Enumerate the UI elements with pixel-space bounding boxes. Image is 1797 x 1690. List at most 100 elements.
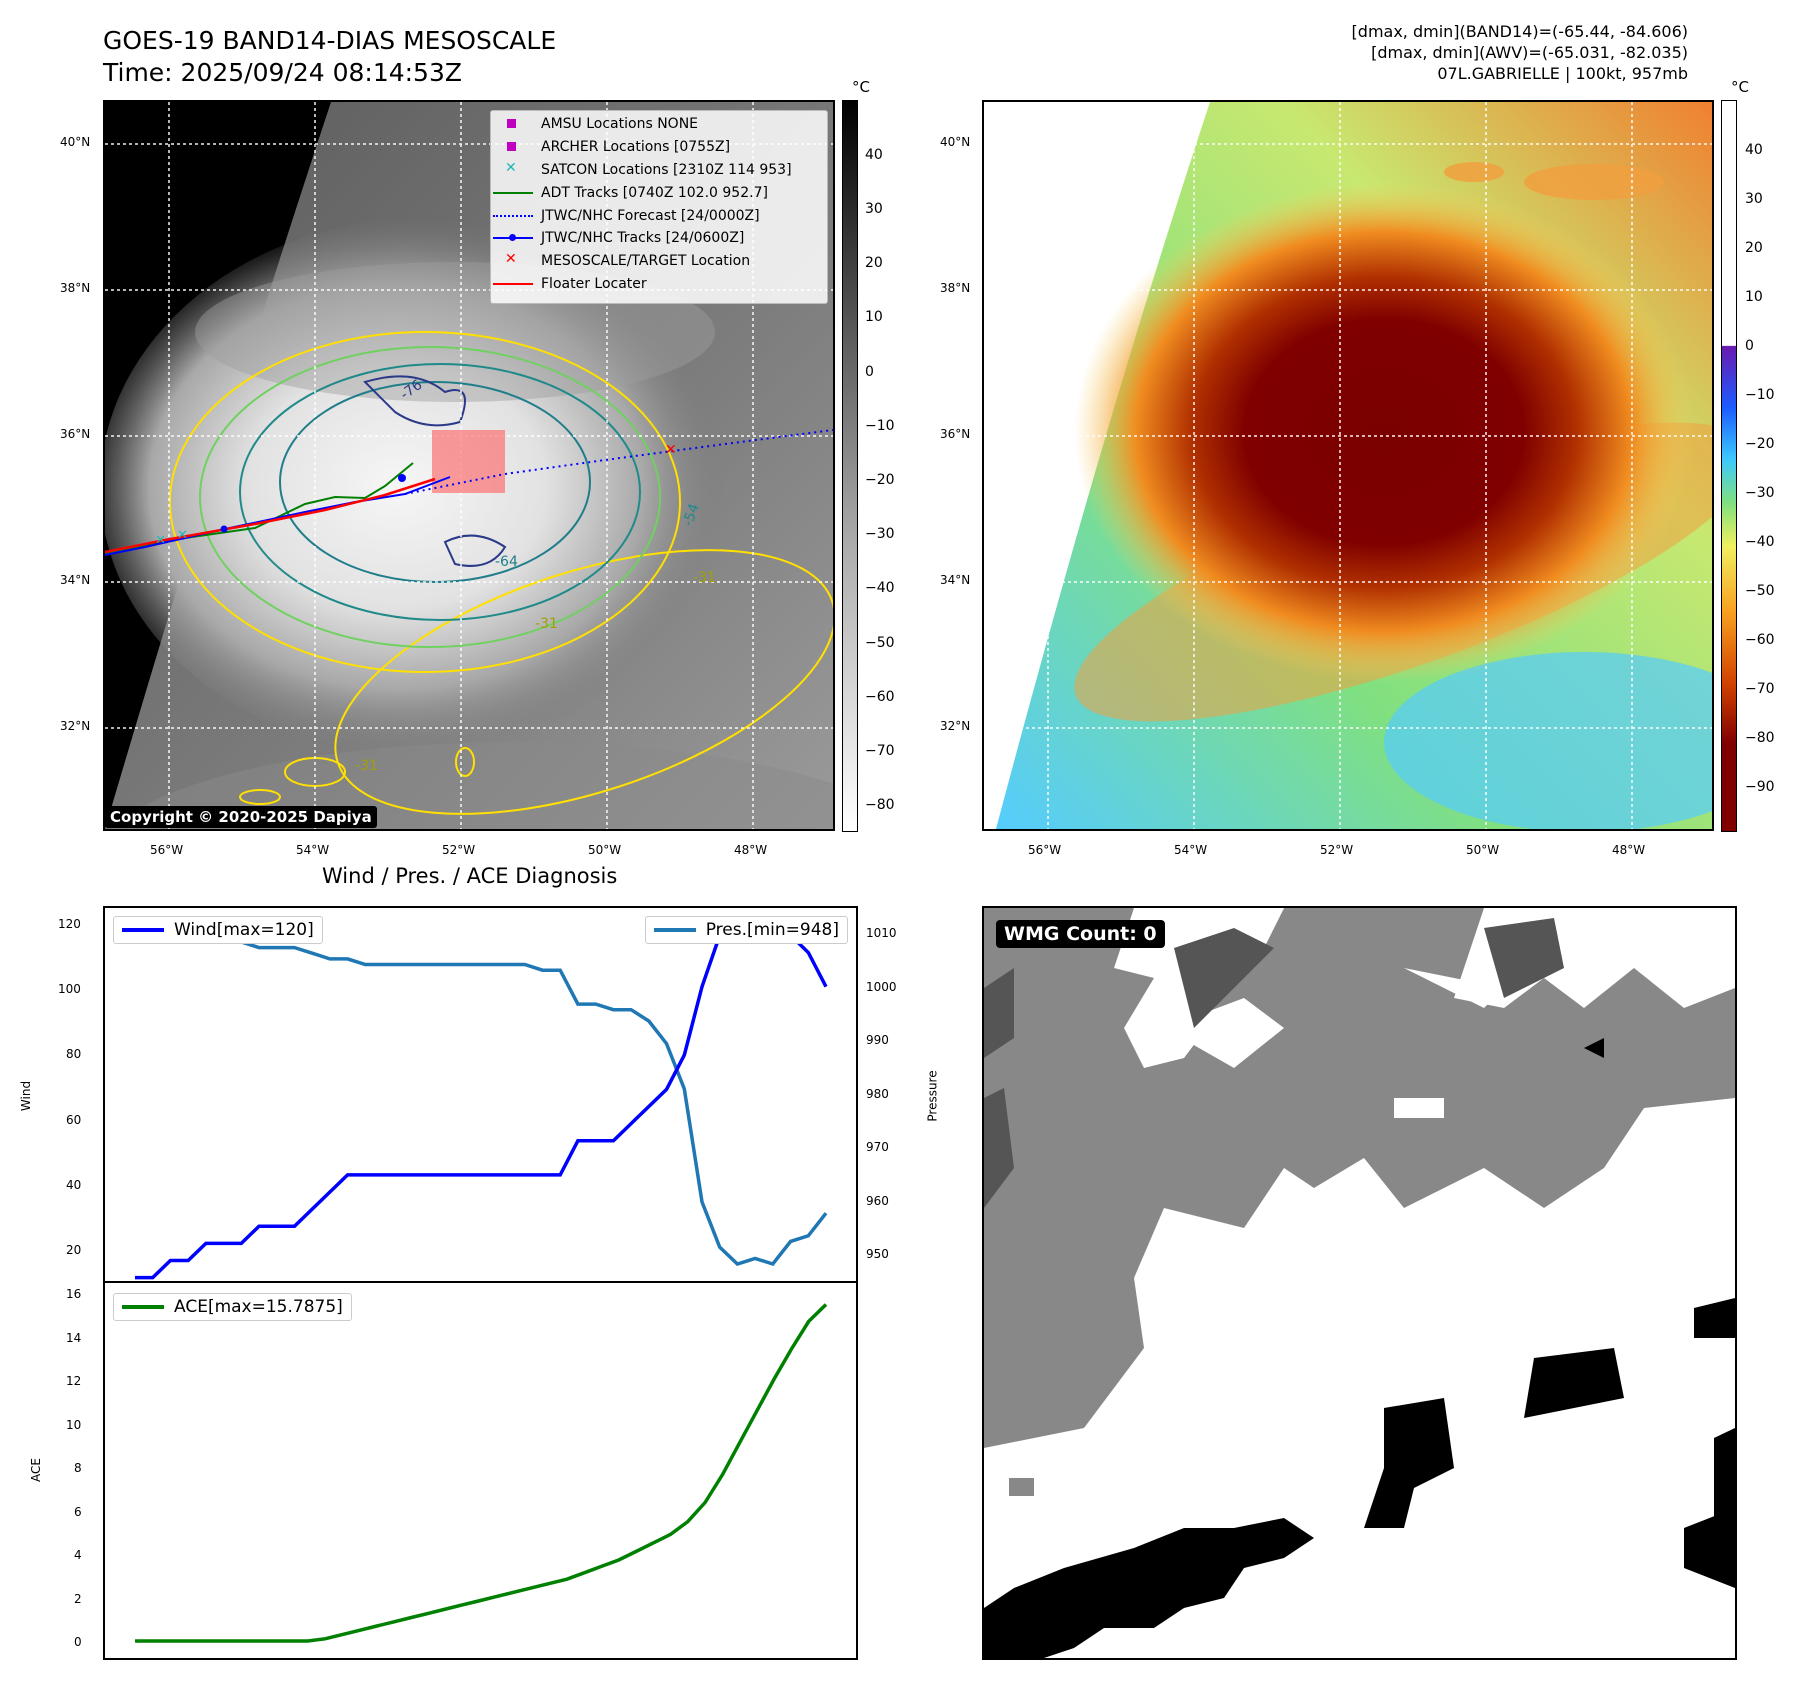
lon-label: 56°W bbox=[1028, 843, 1062, 857]
ace-series-line bbox=[135, 1303, 828, 1643]
gray-tick: −70 bbox=[865, 743, 895, 759]
gray-tick: −60 bbox=[865, 689, 895, 705]
wmg-count-badge: WMG Count: 0 bbox=[996, 920, 1165, 948]
wind-tick: 80 bbox=[66, 1047, 82, 1061]
color-tick: 20 bbox=[1745, 240, 1763, 256]
legend-adt: ADT Tracks [0740Z 102.0 952.7] bbox=[491, 181, 827, 204]
lat-label: 38°N bbox=[940, 281, 971, 295]
legend-archer: ARCHER Locations [0755Z] bbox=[491, 136, 827, 159]
pressure-tick: 970 bbox=[866, 1140, 889, 1154]
legend-floater: Floater Locater bbox=[491, 273, 827, 296]
map-legend: AMSU Locations NONE ARCHER Locations [07… bbox=[490, 110, 828, 304]
color-colorbar bbox=[1721, 100, 1737, 832]
wind-tick: 40 bbox=[66, 1178, 82, 1192]
pressure-series-line bbox=[135, 917, 828, 1267]
color-tick: −60 bbox=[1745, 632, 1775, 648]
gray-colorbar-unit: °C bbox=[852, 78, 870, 96]
ace-tick: 8 bbox=[74, 1461, 82, 1475]
pressure-axis-label: Pressure bbox=[925, 1070, 940, 1122]
lat-label: 36°N bbox=[60, 427, 91, 441]
gray-colorbar bbox=[842, 100, 858, 832]
gray-tick: 30 bbox=[865, 201, 883, 217]
lat-label: 34°N bbox=[60, 573, 91, 587]
ace-svg bbox=[135, 1303, 828, 1643]
lon-label: 52°W bbox=[442, 843, 476, 857]
awv-range: [dmax, dmin](AWV)=(-65.031, -82.035) bbox=[1371, 43, 1688, 62]
jtwc-forecast bbox=[404, 429, 833, 495]
color-tick: −70 bbox=[1745, 681, 1775, 697]
lat-label: 40°N bbox=[60, 135, 91, 149]
wind-tick: 100 bbox=[58, 982, 81, 996]
color-tick: 0 bbox=[1745, 338, 1754, 354]
storm-info: 07L.GABRIELLE | 100kt, 957mb bbox=[1437, 64, 1688, 83]
ace-tick: 6 bbox=[74, 1505, 82, 1519]
ace-tick: 2 bbox=[74, 1592, 82, 1606]
wmg-svg bbox=[984, 908, 1735, 1658]
color-tick: −20 bbox=[1745, 436, 1775, 452]
lon-label: 54°W bbox=[296, 843, 330, 857]
wmg-panel: WMG Count: 0 bbox=[982, 906, 1737, 1660]
gray-tick: −50 bbox=[865, 635, 895, 651]
ace-tick: 16 bbox=[66, 1287, 82, 1301]
lon-label: 48°W bbox=[1612, 843, 1646, 857]
contour-label: -31 bbox=[535, 616, 558, 632]
ace-plot: ACE[max=15.7875] bbox=[103, 1281, 858, 1660]
gray-tick: −20 bbox=[865, 472, 895, 488]
lat-label: 34°N bbox=[940, 573, 971, 587]
wind-pressure-svg bbox=[135, 916, 828, 1280]
lon-label: 52°W bbox=[1320, 843, 1354, 857]
floater-box bbox=[432, 430, 505, 493]
lon-label: 50°W bbox=[588, 843, 622, 857]
wind-tick: 20 bbox=[66, 1243, 82, 1257]
pressure-legend: Pres.[min=948] bbox=[644, 916, 848, 944]
pressure-tick: 990 bbox=[866, 1033, 889, 1047]
adt-track bbox=[105, 462, 414, 555]
color-tick: 30 bbox=[1745, 191, 1763, 207]
lon-label: 54°W bbox=[1174, 843, 1208, 857]
ace-axis-label: ACE bbox=[28, 1458, 43, 1482]
legend-satcon: ✕ SATCON Locations [2310Z 114 953] bbox=[505, 159, 792, 178]
wind-legend: Wind[max=120] bbox=[113, 916, 323, 944]
color-tick: −40 bbox=[1745, 534, 1775, 550]
band14-range: [dmax, dmin](BAND14)=(-65.44, -84.606) bbox=[1351, 22, 1688, 41]
color-tick: −30 bbox=[1745, 485, 1775, 501]
lat-label: 38°N bbox=[60, 281, 91, 295]
figure-time: Time: 2025/09/24 08:14:53Z bbox=[103, 58, 462, 87]
gray-tick: −80 bbox=[865, 797, 895, 813]
lat-label: 32°N bbox=[60, 719, 91, 733]
lat-label: 40°N bbox=[940, 135, 971, 149]
pressure-tick: 960 bbox=[866, 1194, 889, 1208]
wind-series-line bbox=[135, 916, 828, 1280]
ace-tick: 10 bbox=[66, 1418, 82, 1432]
contour-label: -31 bbox=[355, 758, 378, 774]
target-marker: ✕ bbox=[665, 442, 677, 458]
lon-label: 56°W bbox=[150, 843, 184, 857]
svg-text:✕: ✕ bbox=[155, 533, 166, 548]
ace-tick: 0 bbox=[74, 1635, 82, 1649]
contour-label: -31 bbox=[693, 570, 716, 586]
svg-text:✕: ✕ bbox=[177, 528, 188, 543]
wind-pressure-plot: Wind[max=120] Pres.[min=948] bbox=[103, 906, 858, 1283]
color-tick: −50 bbox=[1745, 583, 1775, 599]
wind-tick: 120 bbox=[58, 917, 81, 931]
color-tick: −80 bbox=[1745, 730, 1775, 746]
ace-tick: 4 bbox=[74, 1548, 82, 1562]
ace-tick: 14 bbox=[66, 1331, 82, 1345]
lon-label: 48°W bbox=[734, 843, 768, 857]
gray-tick: 10 bbox=[865, 309, 883, 325]
legend-jtwc-tracks: JTWC/NHC Tracks [24/0600Z] bbox=[491, 227, 827, 250]
color-tick: −90 bbox=[1745, 779, 1775, 795]
copyright-badge: Copyright © 2020-2025 Dapiya bbox=[105, 806, 377, 828]
gray-tick: 40 bbox=[865, 147, 883, 163]
ir-color-svg bbox=[984, 102, 1712, 829]
color-tick: 10 bbox=[1745, 289, 1763, 305]
floater-track bbox=[105, 477, 436, 554]
legend-target: ✕ MESOSCALE/TARGET Location bbox=[505, 251, 751, 270]
wind-tick: 60 bbox=[66, 1113, 82, 1127]
lat-label: 36°N bbox=[940, 427, 971, 441]
gray-tick: −30 bbox=[865, 526, 895, 542]
gray-tick: 20 bbox=[865, 255, 883, 271]
diagnosis-title: Wind / Pres. / ACE Diagnosis bbox=[322, 864, 618, 888]
legend-amsu: AMSU Locations NONE bbox=[491, 113, 827, 136]
color-tick: 40 bbox=[1745, 142, 1763, 158]
